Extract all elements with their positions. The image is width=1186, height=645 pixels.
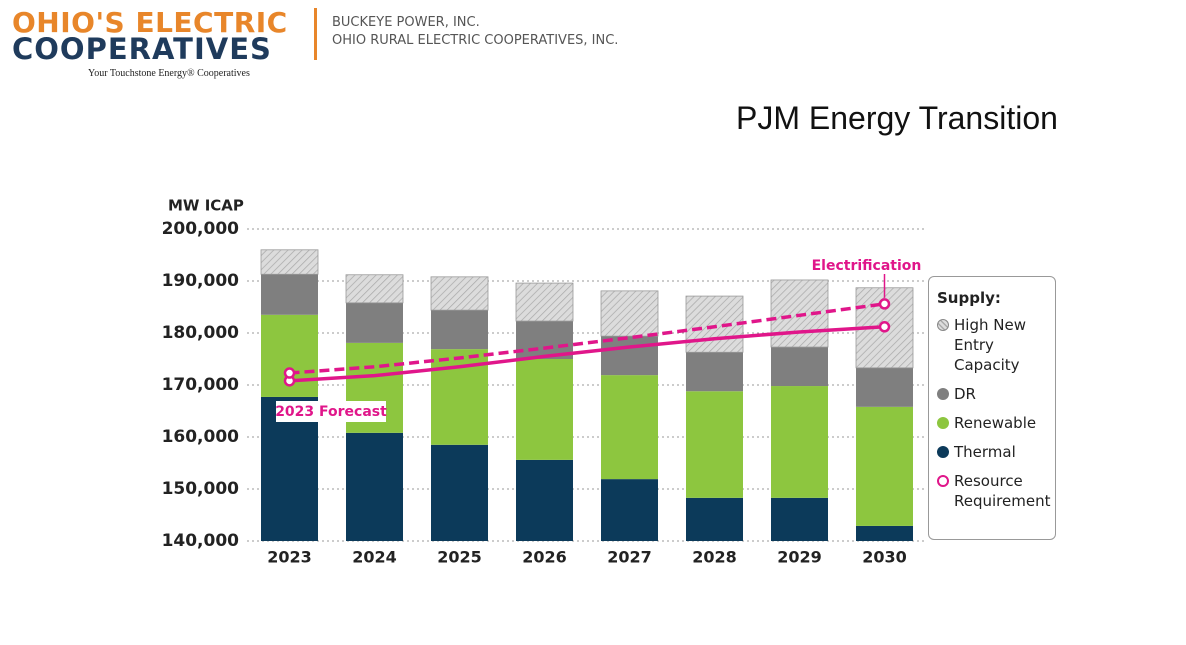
x-tick-label: 2027 [607, 548, 652, 567]
bar-segment [601, 336, 658, 376]
legend: Supply: High New Entry Capacity DR Renewab… [928, 276, 1056, 540]
bar-segment [771, 386, 828, 498]
legend-item: High New Entry Capacity [937, 315, 1047, 375]
bar-segment [771, 347, 828, 387]
line-marker [283, 367, 296, 379]
legend-label: High New Entry Capacity [954, 316, 1026, 374]
bar-segment [346, 432, 403, 541]
slide-title: PJM Energy Transition [736, 100, 1058, 136]
bar-segment [430, 276, 489, 311]
bar-segment [686, 352, 743, 392]
tagline: Your Touchstone Energy® Cooperatives [88, 68, 250, 79]
bar-segment [856, 406, 913, 526]
legend-label: DR [954, 385, 976, 403]
bar-segment [771, 497, 828, 541]
legend-item: Thermal [937, 442, 1047, 462]
legend-swatch [937, 446, 949, 458]
bar-segment [856, 367, 913, 407]
annotation: 2023 Forecast [275, 404, 387, 420]
line-marker [878, 321, 891, 333]
bar-segment [601, 479, 658, 541]
logo-line1: OHIO'S ELECTRIC [12, 6, 288, 39]
y-tick-label: 160,000 [162, 427, 240, 447]
x-tick-label: 2025 [437, 548, 482, 567]
line [289, 302, 885, 375]
x-tick-label: 2029 [777, 548, 822, 567]
bar-segment [260, 249, 319, 275]
legend-item: DR [937, 384, 1047, 404]
legend-label: Thermal [954, 443, 1016, 461]
y-tick-label: 180,000 [162, 323, 240, 343]
line-marker [878, 298, 891, 310]
y-tick-label: 190,000 [162, 271, 240, 291]
logo-divider [314, 8, 317, 60]
org2: OHIO RURAL ELECTRIC COOPERATIVES, INC. [332, 33, 619, 48]
bar-segment [261, 274, 318, 315]
org1: BUCKEYE POWER, INC. [332, 15, 480, 30]
x-tick-label: 2028 [692, 548, 737, 567]
x-tick-label: 2030 [862, 548, 907, 567]
x-tick-label: 2026 [522, 548, 567, 567]
legend-swatch [937, 475, 949, 487]
bar-segment [516, 359, 573, 460]
bar-segment [856, 525, 913, 541]
line [289, 325, 885, 383]
y-tick-label: 170,000 [162, 375, 240, 395]
y-axis-label: MW ICAP [168, 197, 244, 215]
bar-segment [346, 302, 403, 343]
legend-item: Resource Requirement [937, 471, 1051, 511]
legend-title: Supply: [937, 289, 1001, 307]
bar-segment [515, 282, 574, 322]
bar-segment [685, 295, 744, 353]
y-tick-label: 150,000 [162, 479, 240, 499]
bar-segment [600, 290, 659, 337]
y-tick-label: 140,000 [162, 531, 240, 551]
logo-line2: COOPERATIVES [12, 32, 272, 66]
legend-swatch [937, 417, 949, 429]
legend-label: Renewable [954, 414, 1037, 432]
legend-label: Resource Requirement [954, 472, 1051, 510]
bar-segment [516, 459, 573, 541]
x-tick-label: 2023 [267, 548, 312, 567]
annotation: Electrification [812, 258, 922, 274]
bar-segment [601, 375, 658, 480]
bar-segment [431, 444, 488, 541]
bar-segment [686, 497, 743, 541]
legend-swatch [937, 388, 949, 400]
legend-item: Renewable [937, 413, 1047, 433]
y-tick-label: 200,000 [162, 219, 240, 239]
annotation-box [276, 401, 386, 422]
bar-segment [345, 274, 404, 304]
x-tick-label: 2024 [352, 548, 397, 567]
bar-segment [686, 391, 743, 498]
legend-swatch [937, 319, 949, 331]
bar-segment [431, 310, 488, 350]
